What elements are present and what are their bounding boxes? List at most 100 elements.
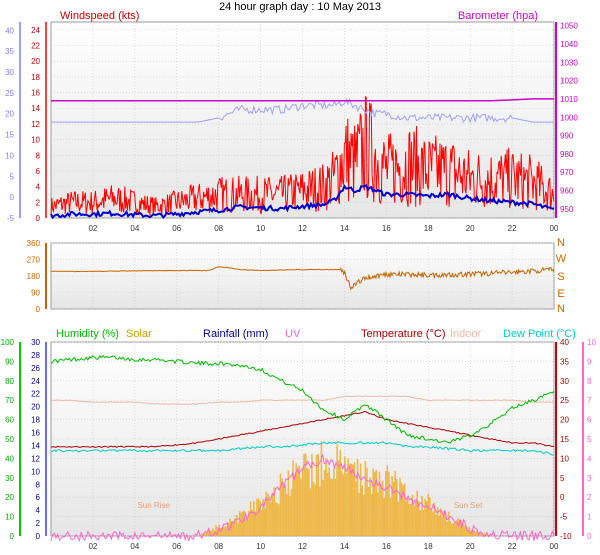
windspeed-tick-label: 16 [31,89,40,98]
humidity-tick-label: 20 [5,493,14,502]
rainfall-tick-label: 20 [31,403,40,412]
direction-tick-label: 360 [27,239,41,248]
time-tick-label: 18 [424,542,433,551]
temperature-tick-label: 25 [560,396,569,405]
uv-tick-label: 3 [587,474,592,483]
time-tick-label: 16 [382,542,391,551]
windspeed-tick-label: 2 [36,198,41,207]
time-tick-label: 02 [88,542,97,551]
dewpoint-line [50,441,555,456]
windspeed-tick-label: 4 [36,183,41,192]
barometer-tick-label: 1000 [560,113,578,122]
windgust-tick-label: 30 [5,68,14,77]
temp-hum-legend-titles: Humidity (%) Solar Rainfall (mm) UV Temperat… [56,328,576,340]
uv-tick-label: 0 [587,532,592,541]
windgust-tick-label: 35 [5,47,14,56]
compass-label: N [557,237,565,249]
barometer-line [51,98,554,102]
windgust-line [51,97,554,124]
direction-series [50,266,555,291]
uv-tick-label: 9 [587,357,592,366]
time-tick-label: 20 [466,224,475,233]
wind-baro-series [50,95,555,220]
uv-tick-label: 6 [587,416,592,425]
time-tick-label: 22 [508,542,517,551]
time-tick-label: 12 [298,224,307,233]
windspeed-tick-label: 10 [31,136,40,145]
rainfall-tick-label: 12 [31,454,40,463]
direction-tick-label: 270 [27,256,41,265]
time-tick-label: 12 [298,542,307,551]
windgust-tick-label: 40 [5,26,14,35]
indoor-line [50,395,555,405]
direction-tick-label: 90 [31,289,40,298]
humidity-tick-label: 50 [5,435,14,444]
sun-set-label: Sun Set [454,501,483,510]
temperature-tick-label: 5 [560,474,565,483]
temperature-tick-label: 0 [560,493,565,502]
direction-tick-label: 180 [27,272,41,281]
barometer-tick-label: 1020 [560,77,578,86]
barometer-tick-label: 980 [560,150,574,159]
humidity-line [50,354,555,444]
time-tick-label: 06 [172,542,181,551]
time-tick-label: 00 [550,224,559,233]
sun-rise-label: Sun Rise [137,501,170,510]
windspeed-tick-label: 20 [31,57,40,66]
time-tick-label: 00 [550,542,559,551]
legend-title: Rainfall (mm) [203,328,268,340]
barometer-tick-label: 990 [560,132,574,141]
uv-tick-label: 8 [587,377,592,386]
windgust-tick-label: 25 [5,89,14,98]
windgust-tick-label: 5 [10,172,15,181]
time-tick-label: 18 [424,224,433,233]
windgust-tick-label: 0 [10,193,15,202]
rainfall-tick-label: 2 [36,519,41,528]
humidity-tick-label: 70 [5,396,14,405]
temp-hum-series [50,354,555,542]
time-tick-label: 20 [466,542,475,551]
direction-grid [51,242,555,310]
windspeed-line [50,95,555,217]
page-title: 24 hour graph day : 10 May 2013 [219,1,381,13]
rainfall-tick-label: 28 [31,351,40,360]
windspeed-tick-label: 18 [31,73,40,82]
compass-label: N [557,303,565,315]
windspeed-tick-label: 12 [31,120,40,129]
time-tick-label: 10 [256,542,265,551]
rainfall-tick-label: 30 [31,338,40,347]
time-tick-label: 14 [340,224,349,233]
rainfall-tick-label: 10 [31,467,40,476]
rainfall-tick-label: 24 [31,377,40,386]
time-tick-label: 02 [88,224,97,233]
rainfall-tick-label: 14 [31,441,40,450]
windavg-line [50,184,555,220]
windspeed-tick-label: 24 [31,26,40,35]
uv-tick-label: 2 [587,493,592,502]
wind-baro-time-ticks: 02 04 06 08 10 12 14 16 18 20 22 00 [88,224,559,233]
humidity-tick-label: 80 [5,377,14,386]
humidity-tick-label: 30 [5,474,14,483]
wind-baro-tick-labels: 024681012141618202224-505101520253035409… [5,22,578,223]
direction-line [50,266,555,291]
time-tick-label: 10 [256,224,265,233]
time-tick-label: 14 [340,542,349,551]
rainfall-tick-label: 22 [31,390,40,399]
windspeed-tick-label: 14 [31,104,40,113]
temperature-tick-label: -10 [560,532,572,541]
wind-baro-panel: Windspeed (kts) Barometer (hpa) 02468101… [5,10,578,233]
windgust-tick-label: 20 [5,110,14,119]
uv-line [50,454,555,542]
humidity-tick-label: 100 [1,338,15,347]
windgust-tick-label: -5 [7,214,15,223]
barometer-tick-label: 970 [560,168,574,177]
humidity-tick-label: 90 [5,357,14,366]
legend-title: UV [285,328,301,340]
temperature-tick-label: 35 [560,357,569,366]
time-tick-label: 16 [382,224,391,233]
temperature-tick-label: 40 [560,338,569,347]
humidity-tick-label: 0 [10,532,15,541]
uv-tick-label: 7 [587,396,592,405]
windspeed-tick-label: 8 [36,151,41,160]
